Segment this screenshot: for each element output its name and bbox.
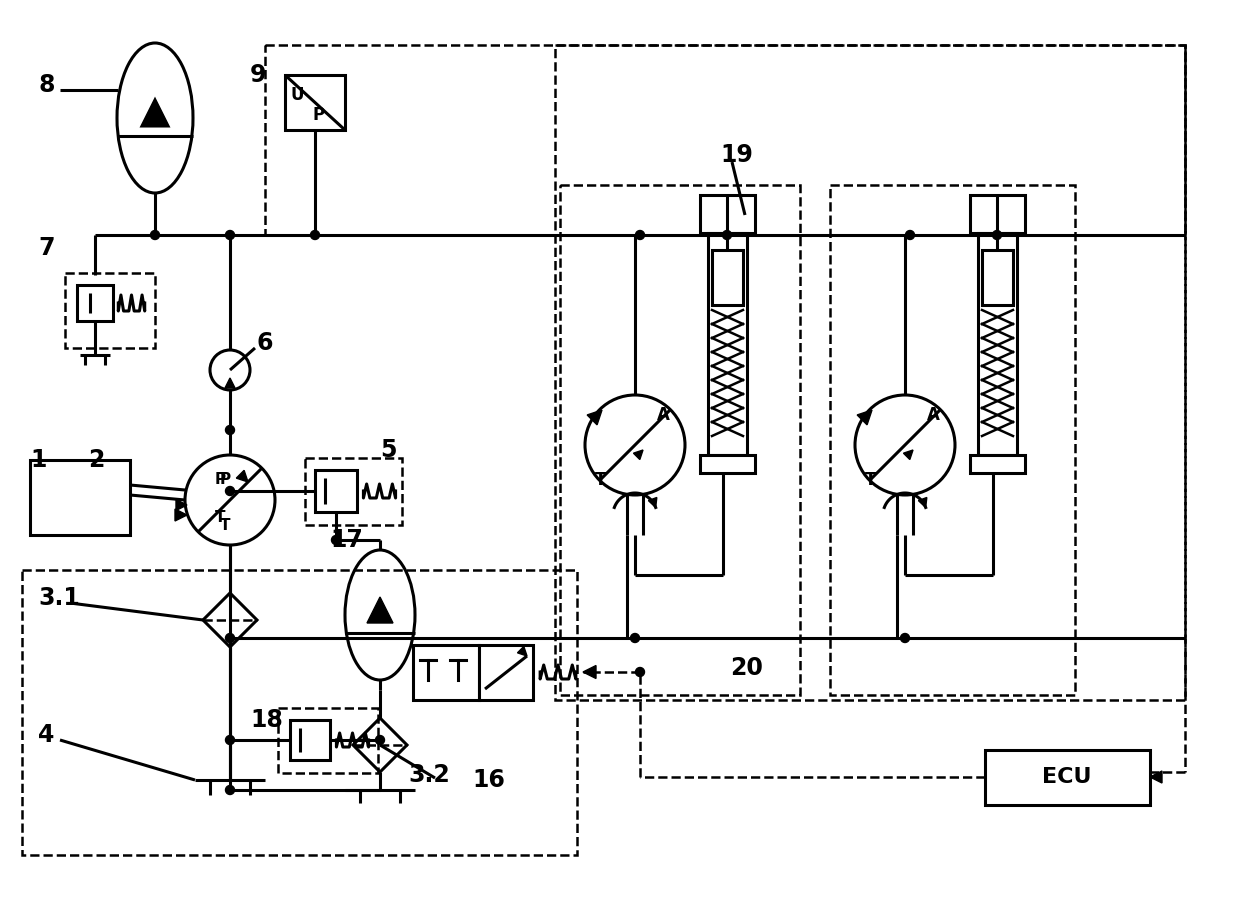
Text: 3.1: 3.1 xyxy=(38,586,79,610)
Text: 20: 20 xyxy=(730,656,763,680)
Circle shape xyxy=(226,786,234,795)
Text: 5: 5 xyxy=(379,438,397,462)
Polygon shape xyxy=(634,450,644,460)
Circle shape xyxy=(185,455,275,545)
Bar xyxy=(701,195,755,233)
Polygon shape xyxy=(143,100,167,126)
Bar xyxy=(413,645,479,700)
Polygon shape xyxy=(588,410,601,425)
Circle shape xyxy=(635,667,645,676)
Ellipse shape xyxy=(117,43,193,193)
Text: ECU: ECU xyxy=(1043,767,1091,787)
Text: T: T xyxy=(595,471,606,489)
Circle shape xyxy=(630,633,640,642)
Polygon shape xyxy=(857,410,872,425)
Polygon shape xyxy=(143,100,167,126)
Bar xyxy=(77,285,113,321)
Bar xyxy=(285,75,345,130)
Bar xyxy=(315,470,357,512)
Circle shape xyxy=(635,231,645,240)
Bar xyxy=(305,458,402,525)
Circle shape xyxy=(331,535,341,544)
Text: 9: 9 xyxy=(250,63,267,87)
Text: T: T xyxy=(866,471,877,489)
Text: T: T xyxy=(219,517,231,533)
Text: 2: 2 xyxy=(88,448,104,472)
Text: 4: 4 xyxy=(38,723,55,747)
Bar xyxy=(985,750,1149,805)
Bar xyxy=(560,185,800,695)
Bar xyxy=(970,455,1025,473)
Bar xyxy=(278,708,378,773)
Bar xyxy=(830,185,1075,695)
Text: A: A xyxy=(657,406,670,424)
Circle shape xyxy=(226,735,234,744)
Circle shape xyxy=(210,350,250,390)
Bar xyxy=(712,250,743,305)
Circle shape xyxy=(226,633,234,642)
Bar xyxy=(978,233,1017,455)
Bar xyxy=(701,455,755,473)
Bar xyxy=(970,195,1025,233)
Text: 17: 17 xyxy=(330,528,363,552)
Bar xyxy=(265,45,1185,235)
Circle shape xyxy=(900,633,909,642)
Ellipse shape xyxy=(345,550,415,680)
Circle shape xyxy=(905,231,915,240)
Polygon shape xyxy=(224,378,236,388)
Text: U: U xyxy=(290,86,304,104)
Circle shape xyxy=(226,231,234,240)
Bar xyxy=(479,645,533,700)
Polygon shape xyxy=(367,597,393,623)
Text: T: T xyxy=(215,510,226,525)
Polygon shape xyxy=(904,450,913,460)
Polygon shape xyxy=(237,471,248,482)
Bar xyxy=(982,250,1013,305)
Text: 16: 16 xyxy=(472,768,505,792)
Circle shape xyxy=(376,735,384,744)
Text: A: A xyxy=(928,406,940,424)
Text: 3.2: 3.2 xyxy=(408,763,450,787)
Text: P: P xyxy=(215,472,226,488)
Text: P: P xyxy=(219,472,231,488)
Bar xyxy=(22,570,577,855)
Circle shape xyxy=(310,231,320,240)
Bar xyxy=(708,233,746,455)
Text: 6: 6 xyxy=(255,331,273,355)
Circle shape xyxy=(723,231,732,240)
Polygon shape xyxy=(175,509,187,521)
Circle shape xyxy=(856,395,955,495)
Bar xyxy=(556,45,1185,700)
Circle shape xyxy=(150,231,160,240)
Circle shape xyxy=(585,395,684,495)
Text: 8: 8 xyxy=(38,73,55,97)
Text: 18: 18 xyxy=(250,708,283,732)
Text: 19: 19 xyxy=(720,143,753,167)
Text: 7: 7 xyxy=(38,236,55,260)
Polygon shape xyxy=(176,499,187,510)
Polygon shape xyxy=(517,647,527,656)
Polygon shape xyxy=(649,497,657,507)
Text: P: P xyxy=(312,106,325,124)
Polygon shape xyxy=(203,593,257,647)
Polygon shape xyxy=(1149,771,1162,783)
Bar xyxy=(64,273,155,348)
Circle shape xyxy=(226,426,234,435)
Bar xyxy=(290,720,330,760)
Polygon shape xyxy=(919,497,926,507)
Bar xyxy=(30,460,130,535)
Text: 1: 1 xyxy=(30,448,46,472)
Circle shape xyxy=(992,231,1002,240)
Circle shape xyxy=(226,487,234,496)
Polygon shape xyxy=(353,718,407,772)
Polygon shape xyxy=(583,665,596,679)
